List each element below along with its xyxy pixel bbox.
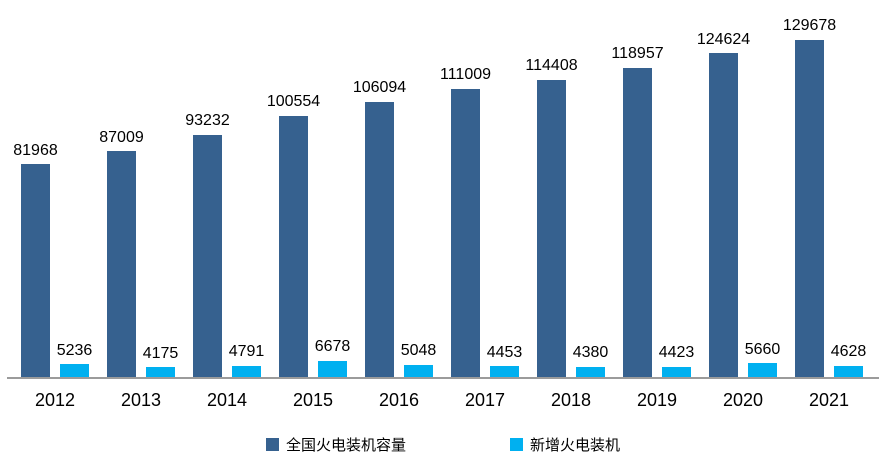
total-capacity-value-label: 124624 <box>696 30 751 48</box>
new-capacity-value-label: 4423 <box>658 343 695 361</box>
total-capacity-value-label: 111009 <box>440 66 492 84</box>
legend-item-new-capacity: 新增火电装机 <box>510 434 620 455</box>
total-capacity-bar <box>107 151 136 378</box>
total-capacity-bar <box>537 79 566 378</box>
total-capacity-bar-wrap: 93232 <box>185 112 230 378</box>
new-capacity-bar <box>576 366 605 378</box>
new-capacity-bar <box>60 364 89 378</box>
bar-group-2012: 81968 5236 <box>13 142 92 378</box>
new-capacity-bar <box>490 366 519 378</box>
legend-label-total-capacity: 全国火电装机容量 <box>285 437 406 454</box>
x-axis-tick-label: 2018 <box>550 390 592 410</box>
x-axis-tick-label: 2015 <box>292 390 334 410</box>
new-capacity-bar <box>404 364 433 378</box>
new-capacity-bar-wrap: 4380 <box>573 344 608 378</box>
x-axis-tick-label: 2012 <box>34 390 76 410</box>
new-capacity-bar-wrap: 6678 <box>315 338 350 378</box>
new-capacity-value-label: 6678 <box>314 338 351 356</box>
plot-area: 81968 5236 87009 4175 93232 4791 100554 6678 106… <box>13 17 866 378</box>
bar-group-2018: 114408 4380 <box>525 57 608 378</box>
new-capacity-bar-wrap: 5236 <box>57 342 92 378</box>
bar-group-2017: 111009 4453 <box>440 66 522 378</box>
total-capacity-value-label: 129678 <box>782 17 837 35</box>
total-capacity-value-label: 114408 <box>525 57 578 75</box>
total-capacity-value-label: 100554 <box>266 93 321 111</box>
new-capacity-value-label: 5660 <box>744 340 781 358</box>
legend-item-total-capacity: 全国火电装机容量 <box>265 434 406 455</box>
total-capacity-bar <box>193 135 222 378</box>
bar-group-2021: 129678 4628 <box>783 17 866 378</box>
total-capacity-bar-wrap: 114408 <box>525 57 578 378</box>
bar-group-2019: 118957 4423 <box>611 45 694 378</box>
total-capacity-bar <box>21 164 50 378</box>
total-capacity-bar-wrap: 118957 <box>611 45 664 378</box>
total-capacity-bar-wrap: 100554 <box>267 93 320 378</box>
x-axis-tick-label: 2020 <box>722 390 764 410</box>
new-capacity-bar <box>662 366 691 378</box>
new-capacity-bar <box>748 363 777 378</box>
new-capacity-bar <box>834 365 863 378</box>
new-capacity-bar-wrap: 4628 <box>831 343 866 378</box>
x-axis-tick-label: 2014 <box>206 390 248 410</box>
new-capacity-bar-wrap: 5660 <box>745 341 780 378</box>
total-capacity-bar <box>451 88 480 378</box>
total-capacity-bar-wrap: 124624 <box>697 31 750 378</box>
bar-group-2013: 87009 4175 <box>99 129 178 378</box>
total-capacity-value-label: 106094 <box>352 78 407 96</box>
new-capacity-bar-wrap: 4453 <box>487 344 522 378</box>
total-capacity-bar <box>365 101 394 378</box>
total-capacity-value-label: 118957 <box>611 45 664 63</box>
new-capacity-value-label: 4791 <box>228 342 265 360</box>
total-capacity-value-label: 81968 <box>13 141 58 159</box>
x-axis-tick-label: 2013 <box>120 390 162 410</box>
bar-group-2015: 100554 6678 <box>267 93 350 378</box>
new-capacity-value-label: 4628 <box>830 343 867 361</box>
total-capacity-bar <box>795 40 824 378</box>
x-axis-tick-label: 2021 <box>808 390 850 410</box>
bar-group-2016: 106094 5048 <box>353 79 436 378</box>
new-capacity-value-label: 4175 <box>142 344 179 362</box>
new-capacity-bar-wrap: 4791 <box>229 343 264 378</box>
x-axis-tick-label: 2019 <box>636 390 678 410</box>
total-capacity-bar-wrap: 106094 <box>353 79 406 378</box>
x-axis-tick-label: 2017 <box>464 390 506 410</box>
new-capacity-bar <box>318 360 347 378</box>
new-capacity-bar-wrap: 4175 <box>143 345 178 378</box>
chart-legend: 全国火电装机容量 新增火电装机 <box>0 434 886 455</box>
total-capacity-value-label: 87009 <box>99 128 144 146</box>
x-axis-tick-label: 2016 <box>378 390 420 410</box>
new-capacity-value-label: 5048 <box>400 342 437 360</box>
bar-group-2020: 124624 5660 <box>697 31 780 378</box>
total-capacity-bar-wrap: 87009 <box>99 129 144 378</box>
new-capacity-value-label: 4380 <box>572 344 609 362</box>
new-capacity-bar-wrap: 4423 <box>659 344 694 378</box>
total-capacity-bar <box>623 67 652 378</box>
new-capacity-bar <box>232 365 261 378</box>
total-capacity-value-label: 93232 <box>185 112 230 130</box>
total-capacity-bar-wrap: 129678 <box>783 17 836 378</box>
total-capacity-bar <box>709 53 738 378</box>
legend-label-new-capacity: 新增火电装机 <box>530 437 621 454</box>
total-capacity-bar <box>279 115 308 378</box>
x-axis-tick-labels: 2012 2013 2014 2015 2016 2017 2018 2019 2020 2021 <box>0 390 886 411</box>
new-capacity-bar <box>146 367 175 378</box>
total-capacity-bar-wrap: 81968 <box>13 142 58 378</box>
new-capacity-value-label: 5236 <box>56 341 93 359</box>
x-axis-line <box>7 377 879 379</box>
new-capacity-value-label: 4453 <box>486 343 523 361</box>
bar-group-2014: 93232 4791 <box>185 112 264 378</box>
legend-swatch-total-capacity <box>265 438 279 451</box>
new-capacity-bar-wrap: 5048 <box>401 342 436 378</box>
total-capacity-bar-wrap: 111009 <box>440 66 491 378</box>
legend-swatch-new-capacity <box>510 438 523 451</box>
